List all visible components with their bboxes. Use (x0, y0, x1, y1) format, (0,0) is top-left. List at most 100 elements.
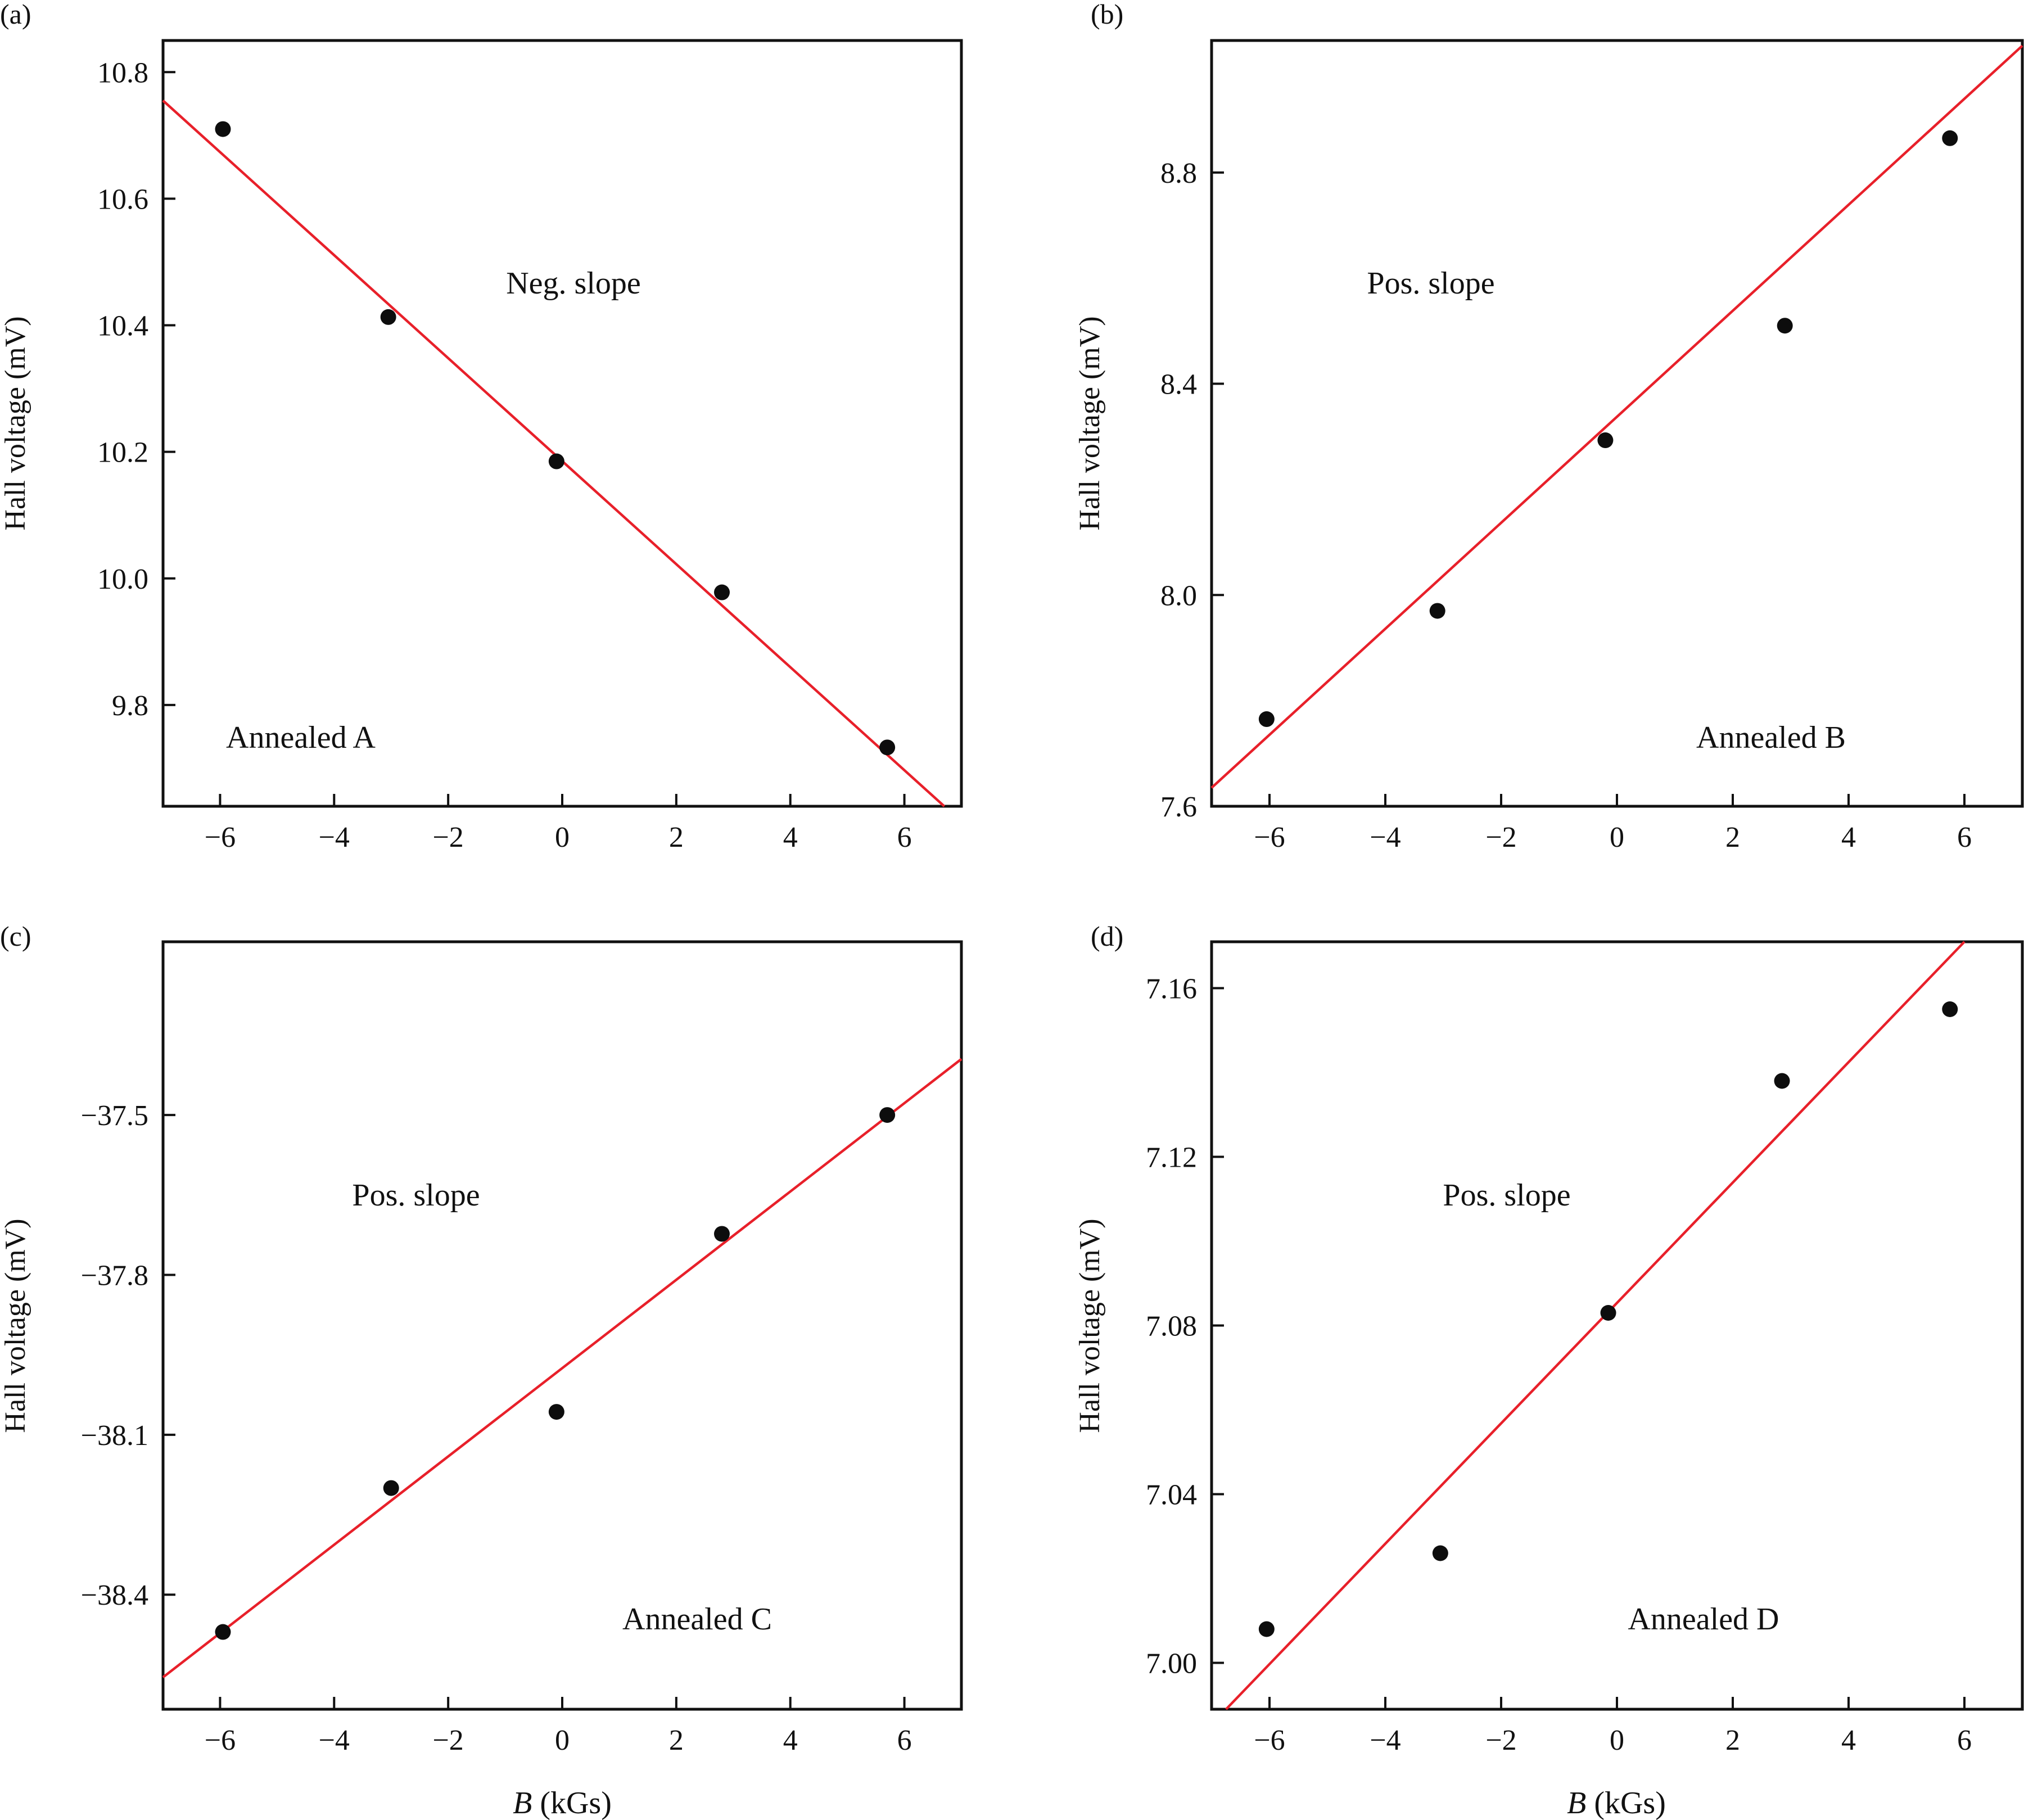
y-tick-label: −37.5 (81, 1100, 148, 1132)
y-axis-label: Hall voltage (mV) (1074, 316, 1106, 530)
fit-lines (162, 1058, 963, 1678)
x-ticks: −6 −4 −2 0 2 4 6 (205, 1697, 912, 1756)
y-tick-label: 10.6 (97, 183, 148, 215)
x-tick-label: 6 (1957, 1724, 1972, 1756)
data-point (1942, 130, 1958, 146)
x-tick-label: −2 (1485, 821, 1516, 853)
sample-annotation: Annealed D (1628, 1602, 1779, 1637)
x-tick-label: −2 (432, 821, 463, 853)
x-tick-label: −6 (205, 1724, 236, 1756)
data-point (1432, 1545, 1448, 1561)
x-tick-label: 6 (1957, 821, 1972, 853)
data-point (548, 453, 564, 469)
fit-line (162, 100, 946, 807)
y-tick-label: 7.04 (1146, 1479, 1197, 1511)
data-point (1258, 1621, 1275, 1637)
y-axis-label: Hall voltage (mV) (1074, 1218, 1106, 1433)
x-tick-label: 4 (783, 821, 798, 853)
plot-frame (161, 940, 963, 1711)
data-point (879, 739, 896, 756)
data-point (1774, 1073, 1790, 1089)
fit-line (162, 1058, 963, 1678)
y-tick-label: 10.0 (97, 563, 148, 595)
y-tick-label: 7.08 (1146, 1311, 1197, 1343)
panel-c: (c) Hall voltage (mV) −6 −4 −2 0 2 4 6 −38.4−3… (0, 920, 963, 1820)
plot-frame (161, 39, 963, 808)
x-tick-label: 6 (897, 821, 912, 853)
x-axis-label-unit: (kGs) (1586, 1786, 1666, 1820)
panel-d: (d) Hall voltage (mV) −6 −4 −2 0 2 4 6 7.007.0… (1074, 920, 2024, 1820)
panel-label: (d) (1091, 920, 1123, 952)
x-axis-label: B (kGs) (1567, 1786, 1666, 1820)
data-point (383, 1480, 399, 1496)
x-axis-label-unit: (kGs) (532, 1786, 612, 1820)
data-points (1258, 1001, 1958, 1637)
data-point (1258, 711, 1275, 728)
x-axis-label: B (kGs) (513, 1786, 612, 1820)
x-tick-label: 2 (669, 821, 684, 853)
slope-annotation: Pos. slope (1443, 1178, 1570, 1213)
y-tick-label: 7.16 (1146, 973, 1197, 1005)
x-tick-label: −4 (1370, 821, 1400, 853)
panel-label: (b) (1091, 0, 1123, 30)
x-tick-label: −6 (1254, 821, 1285, 853)
x-tick-label: −4 (319, 821, 350, 853)
data-point (714, 1226, 730, 1242)
y-tick-label: 10.4 (97, 310, 148, 342)
x-tick-label: 2 (669, 1724, 684, 1756)
data-point (1777, 318, 1793, 334)
y-tick-label: 7.12 (1146, 1142, 1197, 1174)
fit-line (1210, 44, 2023, 789)
y-tick-label: 8.4 (1160, 369, 1197, 401)
x-tick-label: 4 (1841, 1724, 1856, 1756)
x-tick-label: 2 (1725, 821, 1740, 853)
panel-a: (a) Hall voltage (mV) −6 −4 −2 0 2 4 6 9.8 10.0… (0, 0, 963, 853)
data-point (548, 1404, 564, 1420)
data-point (714, 584, 730, 600)
data-point (215, 1624, 231, 1640)
slope-annotation: Pos. slope (1367, 266, 1494, 301)
data-points (215, 1107, 896, 1640)
panel-b: (b) Hall voltage (mV) −6 −4 −2 0 2 4 6 7.6 8.0 8… (1074, 0, 2024, 853)
x-tick-label: −4 (319, 1724, 350, 1756)
x-ticks: −6 −4 −2 0 2 4 6 (1254, 1697, 1972, 1756)
x-tick-label: 0 (555, 1724, 570, 1756)
data-point (215, 121, 231, 137)
data-point (1942, 1001, 1958, 1017)
x-tick-label: 0 (1610, 821, 1624, 853)
fit-lines (162, 100, 946, 807)
x-tick-label: −6 (205, 821, 236, 853)
y-ticks: 7.6 8.0 8.4 8.8 (1160, 157, 1224, 823)
x-axis-label-symbol: B (1567, 1786, 1586, 1820)
plot-frame (1210, 39, 2024, 808)
x-ticks: −6 −4 −2 0 2 4 6 (1254, 794, 1972, 853)
x-tick-label: −6 (1254, 1724, 1285, 1756)
x-tick-label: 0 (555, 821, 570, 853)
y-tick-label: 7.6 (1160, 791, 1197, 823)
x-tick-label: −4 (1370, 1724, 1400, 1756)
x-tick-label: 0 (1610, 1724, 1624, 1756)
data-point (380, 309, 396, 325)
y-tick-label: 10.8 (97, 57, 148, 89)
sample-annotation: Annealed C (622, 1602, 772, 1637)
slope-annotation: Pos. slope (352, 1178, 480, 1213)
fit-lines (1210, 44, 2023, 789)
y-ticks: 7.00 7.04 7.08 7.12 7.16 (1146, 973, 1224, 1680)
y-tick-label: 10.2 (97, 437, 148, 469)
x-tick-label: −2 (432, 1724, 463, 1756)
y-tick-label: 8.8 (1160, 157, 1197, 189)
panel-label: (c) (0, 920, 31, 952)
y-tick-label: −38.1 (81, 1420, 148, 1452)
x-tick-label: 6 (897, 1724, 912, 1756)
sample-annotation: Annealed B (1696, 720, 1846, 755)
y-ticks: 9.8 10.0 10.2 10.4 10.6 10.8 (97, 57, 175, 722)
x-ticks: −6 −4 −2 0 2 4 6 (205, 794, 912, 853)
x-tick-label: 4 (783, 1724, 798, 1756)
panel-label: (a) (0, 0, 31, 30)
sample-annotation: Annealed A (226, 720, 376, 755)
slope-annotation: Neg. slope (506, 266, 641, 301)
plot-frame (1210, 940, 2024, 1711)
data-point (879, 1107, 896, 1123)
y-axis-label: Hall voltage (mV) (0, 316, 31, 530)
